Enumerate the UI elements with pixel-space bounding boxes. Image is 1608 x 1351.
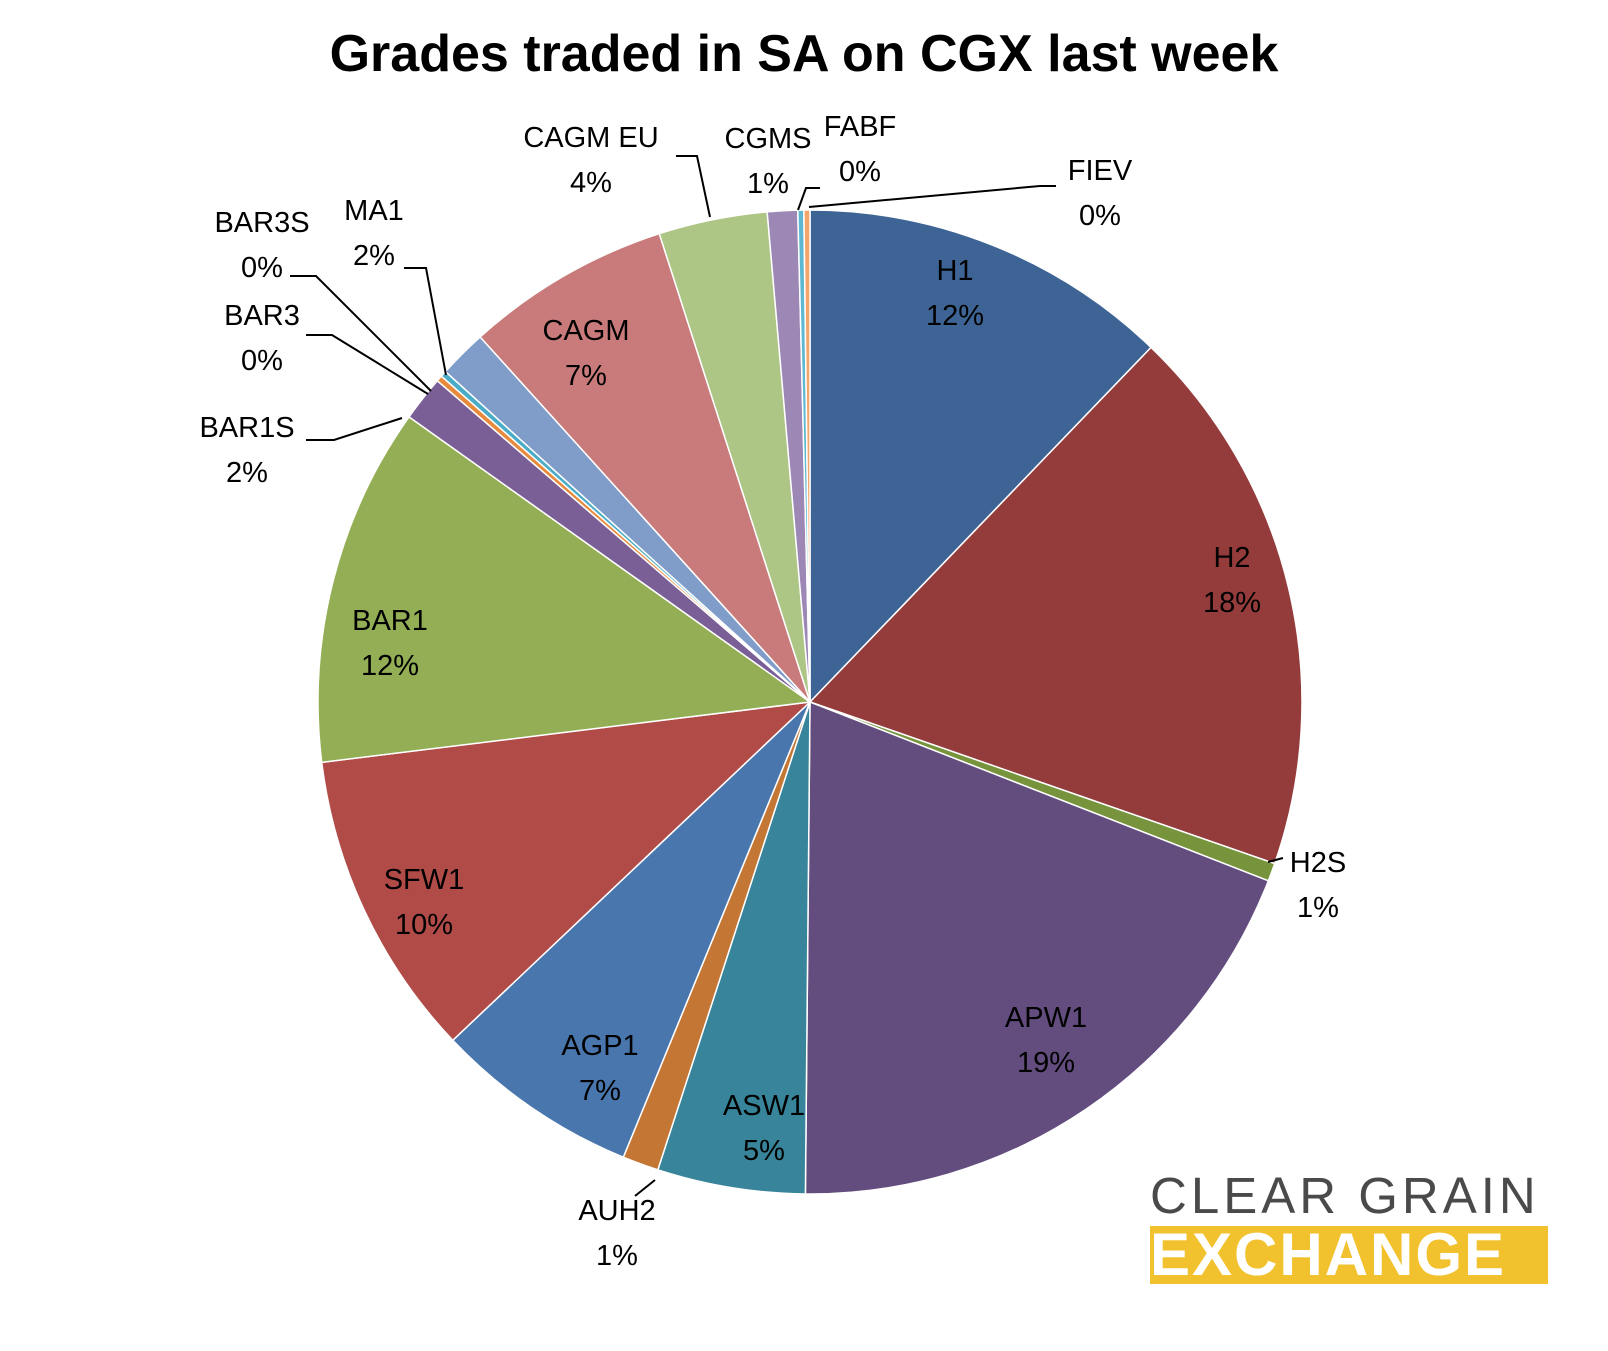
slice-label-pct: 1%	[596, 1240, 638, 1272]
leader-line-bar3	[306, 334, 429, 395]
slice-label-name: ASW1	[723, 1090, 805, 1122]
slice-apw1	[804, 700, 1270, 1195]
slice-label-pct: 7%	[565, 360, 607, 392]
slice-label-name: BAR1S	[199, 412, 294, 444]
slice-label-bar1: BAR1 12%	[352, 605, 428, 682]
slice-label-pct: 12%	[361, 650, 419, 682]
slice-label-name: BAR1	[352, 605, 428, 637]
slice-label-sfw1: SFW1 10%	[384, 864, 465, 941]
slice-label-cgms: CGMS 1%	[725, 123, 812, 200]
slice-label-pct: 5%	[743, 1135, 785, 1167]
slice-label-pct: 18%	[1203, 587, 1261, 619]
slice-label-bar1s: BAR1S 2%	[199, 412, 294, 489]
slice-label-name: MA1	[344, 195, 404, 227]
slice-label-pct: 0%	[241, 252, 283, 284]
slice-agp1	[451, 701, 811, 1159]
slice-label-bar3s: BAR3S 0%	[214, 207, 309, 284]
pie-slices	[317, 209, 1303, 1195]
slice-label-name: AUH2	[578, 1195, 655, 1227]
leader-line-cgms	[797, 187, 820, 211]
leader-line-bar3s	[290, 275, 432, 392]
slice-label-agp1: AGP1 7%	[561, 1030, 638, 1107]
slice-h2	[808, 346, 1303, 865]
slice-label-name: SFW1	[384, 864, 465, 896]
slice-label-pct: 1%	[747, 168, 789, 200]
slice-label-pct: 0%	[241, 345, 283, 377]
leader-line-cagm-eu	[676, 155, 711, 218]
leader-line-bar1s	[306, 417, 403, 441]
slice-label-name: BAR3S	[214, 207, 309, 239]
logo-line-2: EXCHANGE	[1150, 1221, 1507, 1288]
slice-label-apw1: APW1 19%	[1005, 1002, 1087, 1079]
slice-label-name: FIEV	[1068, 155, 1133, 187]
slice-label-name: APW1	[1005, 1002, 1087, 1034]
slice-label-pct: 4%	[570, 167, 612, 199]
slice-label-name: CGMS	[725, 123, 812, 155]
slice-label-name: FABF	[824, 111, 897, 143]
slice-label-name: AGP1	[561, 1030, 638, 1062]
slice-bar1	[317, 415, 813, 764]
slice-label-name: CAGM EU	[523, 122, 658, 154]
slice-label-fiev: FIEV 0%	[1068, 155, 1133, 232]
slice-label-pct: 12%	[926, 300, 984, 332]
slice-h1	[809, 209, 1153, 704]
slice-label-pct: 7%	[579, 1075, 621, 1107]
clear-grain-exchange-logo: CLEAR GRAIN EXCHANGE	[1150, 1167, 1548, 1288]
slice-label-pct: 19%	[1017, 1047, 1075, 1079]
slice-label-cagm: CAGM 7%	[543, 315, 630, 392]
slice-label-fabf: FABF 0%	[824, 111, 897, 188]
logo-line-2-band: EXCHANGE	[1150, 1221, 1548, 1288]
slice-labels: H1 12%H2 18%H2S 1%APW1 19%ASW1 5%AUH2 1%AGP1 7%…	[199, 111, 1346, 1272]
slice-label-asw1: ASW1 5%	[723, 1090, 805, 1167]
leader-line-auh2	[634, 1179, 656, 1197]
slice-label-cagm-eu: CAGM EU 4%	[523, 122, 658, 199]
slice-asw1	[656, 701, 811, 1195]
slice-fiev	[803, 209, 811, 703]
slice-label-pct: 1%	[1297, 892, 1339, 924]
chart-title: Grades traded in SA on CGX last week	[329, 25, 1279, 83]
slice-label-pct: 2%	[226, 457, 268, 489]
slice-label-name: BAR3	[224, 300, 300, 332]
slice-label-pct: 0%	[1079, 200, 1121, 232]
leader-line-h2s	[1267, 857, 1284, 863]
slice-label-auh2: AUH2 1%	[578, 1195, 655, 1272]
slice-label-pct: 2%	[353, 240, 395, 272]
slice-label-bar3: BAR3 0%	[224, 300, 300, 377]
leader-line-ma1	[404, 267, 447, 376]
slice-label-name: H2S	[1290, 847, 1346, 879]
slice-label-name: H1	[936, 255, 973, 287]
slice-label-name: H2	[1213, 542, 1250, 574]
slice-label-h2s: H2S 1%	[1290, 847, 1346, 924]
slice-label-h2: H2 18%	[1203, 542, 1261, 619]
slice-label-h1: H1 12%	[926, 255, 984, 332]
slice-sfw1	[320, 700, 813, 1042]
slice-label-pct: 0%	[839, 156, 881, 188]
slice-cagm	[479, 232, 811, 703]
leader-lines	[290, 155, 1284, 1197]
slice-label-pct: 10%	[395, 909, 453, 941]
slice-label-name: CAGM	[543, 315, 630, 347]
leader-line-fabf	[808, 185, 1056, 208]
logo-line-1: CLEAR GRAIN	[1150, 1167, 1540, 1224]
slice-label-ma1: MA1 2%	[344, 195, 404, 272]
